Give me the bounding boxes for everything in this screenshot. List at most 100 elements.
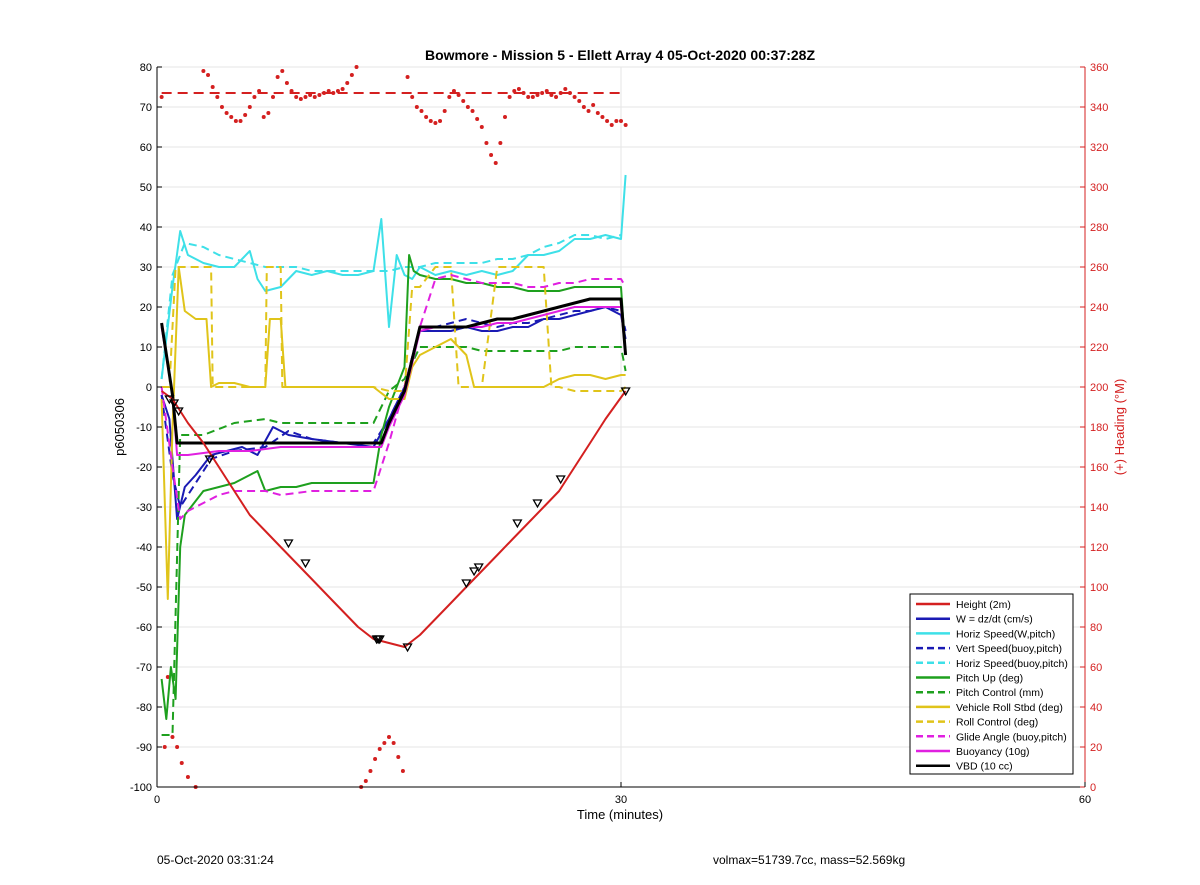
legend-entry-label: Vehicle Roll Stbd (deg) (956, 702, 1063, 714)
heading-point (215, 95, 220, 99)
heading-point (271, 95, 275, 99)
height-marker (468, 567, 480, 577)
height-marker (168, 399, 180, 409)
height-marker (473, 563, 484, 573)
legend-entry-label: VBD (10 cc) (956, 761, 1013, 773)
y2-tick-label: 200 (1090, 382, 1108, 394)
heading-point (442, 109, 447, 113)
chart-legend: Height (2m) W = dz/dt (cm/s) Horiz Speed(W… (909, 593, 1074, 775)
heading-point (479, 125, 484, 129)
heading-point (363, 779, 368, 783)
heading-point (447, 95, 452, 99)
heading-point (605, 119, 610, 123)
series-line (160, 306, 627, 456)
heading-point (243, 113, 248, 117)
heading-point (591, 103, 596, 107)
footer-timestamp: 05-Oct-2020 03:31:24 (157, 853, 274, 867)
heading-point (345, 81, 350, 85)
y-tick-label: 50 (140, 182, 152, 194)
heading-point (349, 73, 354, 77)
y-tick-label: -60 (136, 622, 152, 634)
heading-point (396, 755, 401, 759)
y-tick-label: -80 (136, 702, 152, 714)
heading-point (521, 91, 526, 95)
legend-entry-label: Pitch Control (mm) (956, 687, 1044, 699)
y2-tick-label: 20 (1090, 742, 1102, 754)
heading-point (451, 89, 456, 93)
heading-point (549, 93, 554, 97)
heading-point (294, 95, 299, 99)
heading-point (609, 123, 614, 127)
height-marker (374, 635, 385, 645)
y-tick-label: -70 (136, 662, 152, 674)
heading-point (284, 81, 289, 85)
heading-point (368, 769, 373, 773)
heading-point (428, 119, 433, 123)
chart-title: Bowmore - Mission 5 - Ellett Array 4 05-… (425, 47, 816, 63)
y-tick-label: -20 (136, 462, 152, 474)
y2-tick-label: 140 (1090, 502, 1108, 514)
y-tick-label: -10 (136, 422, 152, 434)
y2-tick-label: 360 (1090, 62, 1108, 74)
y2-tick-label: 120 (1090, 542, 1108, 554)
heading-point (373, 757, 378, 761)
y-tick-label: -90 (136, 742, 152, 754)
height-marker (620, 387, 631, 397)
legend-entry-label: Horiz Speed(buoy,pitch) (956, 658, 1068, 670)
height-marker (283, 539, 294, 549)
height-marker (461, 579, 472, 589)
heading-point (233, 119, 238, 123)
y-tick-label: 40 (140, 222, 152, 234)
y2-tick-label: 0 (1090, 782, 1096, 794)
heading-point (433, 121, 438, 125)
heading-point (507, 95, 512, 99)
heading-point (298, 97, 303, 101)
y-tick-label: -40 (136, 542, 152, 554)
heading-point (614, 119, 619, 123)
y2-tick-label: 340 (1090, 102, 1108, 114)
heading-point (419, 109, 424, 113)
chart-axes: 80706050403020100-10-20-30-40-50-60-70-8… (130, 62, 1108, 806)
heading-point (247, 105, 252, 109)
legend-entry-label: Horiz Speed(W,pitch) (956, 628, 1055, 640)
y2-tick-label: 160 (1090, 462, 1108, 474)
heading-point (493, 161, 498, 165)
heading-point (414, 105, 419, 109)
heading-point (289, 89, 294, 93)
height-marker (532, 499, 543, 509)
heading-point (484, 141, 489, 145)
series-line (161, 266, 627, 392)
heading-point (238, 119, 243, 123)
legend-entry-label: Buoyancy (10g) (956, 746, 1030, 758)
heading-point (159, 95, 164, 99)
heading-point (595, 111, 600, 115)
heading-point (322, 91, 327, 95)
heading-point (201, 69, 206, 73)
heading-point (581, 105, 586, 109)
y2-tick-label: 320 (1090, 142, 1108, 154)
heading-point (252, 95, 257, 99)
series-line (160, 297, 628, 445)
heading-point (535, 93, 540, 97)
heading-point (530, 95, 535, 99)
y2-axis-label: (+) Heading (°M) (1112, 379, 1127, 476)
heading-point (461, 99, 466, 103)
y2-tick-label: 280 (1090, 222, 1108, 234)
heading-point (400, 769, 405, 773)
height-marker (555, 475, 566, 485)
heading-point (424, 115, 429, 119)
heading-point (619, 119, 623, 123)
legend-entry-label: Pitch Up (deg) (956, 673, 1023, 685)
heading-point (563, 87, 568, 91)
legend-entry-label: Height (2m) (956, 599, 1011, 611)
heading-point (170, 735, 175, 739)
heading-point (391, 741, 396, 745)
heading-point (210, 85, 215, 89)
heading-point (335, 89, 340, 93)
y-tick-label: 70 (140, 102, 152, 114)
heading-point (577, 99, 582, 103)
heading-point (405, 75, 410, 79)
y-tick-label: 20 (140, 302, 152, 314)
y2-tick-label: 220 (1090, 342, 1108, 354)
x-tick-label: 30 (615, 794, 627, 806)
